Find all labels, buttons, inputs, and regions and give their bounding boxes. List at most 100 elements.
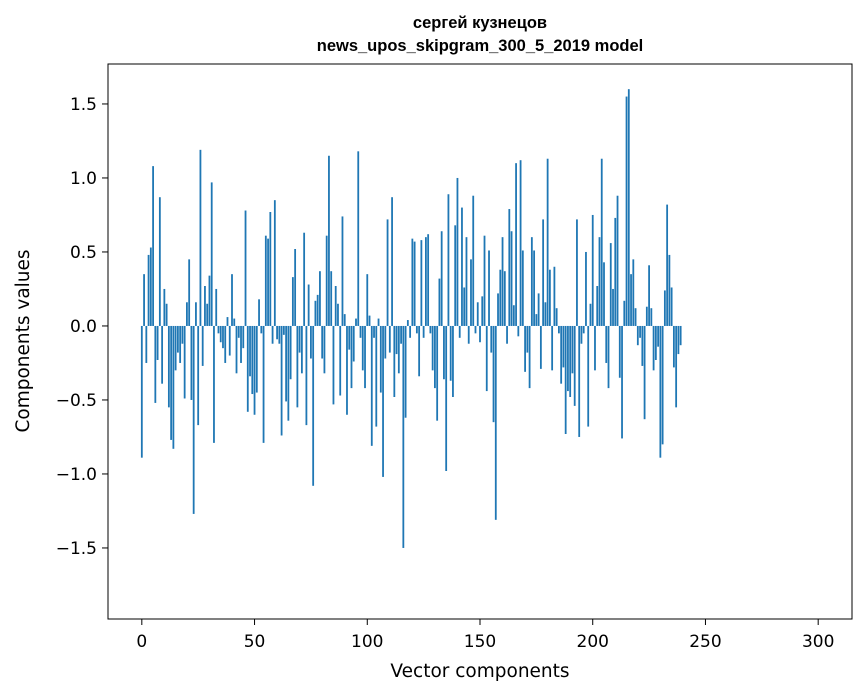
bar-136 — [447, 194, 450, 326]
bar-76 — [312, 325, 315, 486]
bar-72 — [303, 232, 306, 326]
bar-34 — [217, 325, 220, 334]
bar-141 — [458, 325, 461, 338]
bar-113 — [395, 325, 398, 355]
bar-110 — [388, 325, 391, 353]
x-tick-label: 150 — [464, 632, 496, 652]
bar-14 — [172, 325, 175, 449]
bar-206 — [605, 325, 608, 363]
bar-173 — [530, 237, 533, 326]
bar-182 — [551, 325, 554, 371]
bar-125 — [422, 325, 425, 338]
chart-title-line1: сергей кузнецов — [413, 14, 547, 32]
bar-74 — [307, 284, 310, 326]
bar-148 — [474, 325, 477, 334]
bar-209 — [612, 288, 614, 326]
bar-222 — [641, 325, 644, 366]
y-tick-label: −1.5 — [56, 539, 97, 559]
bar-68 — [294, 249, 297, 326]
bar-77 — [314, 300, 317, 326]
bar-71 — [300, 325, 303, 374]
bar-45 — [242, 325, 245, 349]
bar-193 — [576, 219, 578, 326]
bar-197 — [585, 251, 587, 326]
bar-139 — [454, 225, 457, 326]
bar-217 — [630, 274, 632, 326]
bar-191 — [571, 325, 574, 374]
x-axis: 0 50 100 150 200 250 300 — [136, 619, 834, 652]
bar-168 — [519, 160, 522, 326]
bar-67 — [291, 277, 294, 326]
bar-23 — [192, 325, 195, 514]
bar-154 — [488, 250, 490, 326]
bar-166 — [515, 163, 517, 326]
bar-207 — [607, 325, 610, 389]
bar-43 — [237, 325, 240, 338]
bar-208 — [609, 243, 612, 326]
bar-33 — [215, 288, 218, 326]
bar-21 — [188, 259, 191, 326]
bar-131 — [436, 325, 439, 421]
bar-229 — [657, 325, 660, 347]
bar-90 — [343, 314, 346, 326]
bar-30 — [208, 275, 211, 326]
bar-213 — [621, 325, 623, 439]
bar-15 — [174, 325, 177, 371]
bar-44 — [240, 325, 242, 363]
bar-120 — [411, 238, 414, 326]
bar-177 — [539, 325, 542, 369]
bar-57 — [269, 212, 272, 326]
bar-28 — [204, 286, 206, 326]
bar-91 — [346, 325, 348, 415]
bar-32 — [213, 325, 215, 443]
bar-174 — [533, 250, 536, 326]
bar-29 — [206, 303, 209, 326]
bar-36 — [222, 325, 224, 349]
x-tick-label: 0 — [136, 632, 147, 652]
bar-22 — [190, 325, 193, 400]
bar-84 — [330, 271, 333, 326]
bar-200 — [591, 214, 594, 326]
bar-223 — [643, 325, 646, 420]
bar-162 — [506, 325, 508, 344]
bar-180 — [546, 158, 549, 326]
bar-152 — [483, 235, 486, 326]
bar-104 — [375, 325, 378, 427]
bar-114 — [397, 325, 400, 374]
bar-62 — [280, 325, 283, 436]
bar-39 — [228, 325, 231, 356]
bar-159 — [499, 269, 502, 326]
bar-65 — [287, 325, 290, 421]
bar-10 — [163, 288, 166, 326]
bar-203 — [598, 237, 601, 326]
y-tick-label: −0.5 — [56, 391, 97, 411]
y-tick-label: 0.5 — [70, 243, 97, 263]
bar-238 — [677, 325, 680, 355]
bar-202 — [596, 286, 599, 326]
bar-107 — [382, 325, 384, 477]
bar-234 — [668, 254, 671, 326]
bar-228 — [654, 325, 657, 360]
bar-235 — [670, 287, 673, 326]
bar-48 — [249, 325, 251, 377]
bar-49 — [251, 325, 254, 395]
bar-225 — [648, 265, 650, 326]
bar-2 — [145, 325, 148, 363]
bar-1 — [143, 274, 145, 326]
bar-69 — [296, 325, 299, 408]
bar-165 — [512, 305, 515, 326]
bar-145 — [467, 325, 470, 344]
bar-196 — [582, 325, 585, 334]
bar-147 — [472, 195, 475, 326]
bar-137 — [449, 325, 452, 381]
bar-95 — [355, 318, 357, 326]
bar-85 — [332, 325, 335, 405]
bar-126 — [424, 237, 427, 326]
bar-230 — [659, 325, 662, 458]
bar-100 — [366, 274, 369, 326]
bar-103 — [373, 325, 375, 338]
bar-161 — [503, 271, 506, 326]
bar-63 — [282, 325, 285, 335]
bar-73 — [305, 325, 308, 426]
bar-series — [140, 89, 682, 548]
